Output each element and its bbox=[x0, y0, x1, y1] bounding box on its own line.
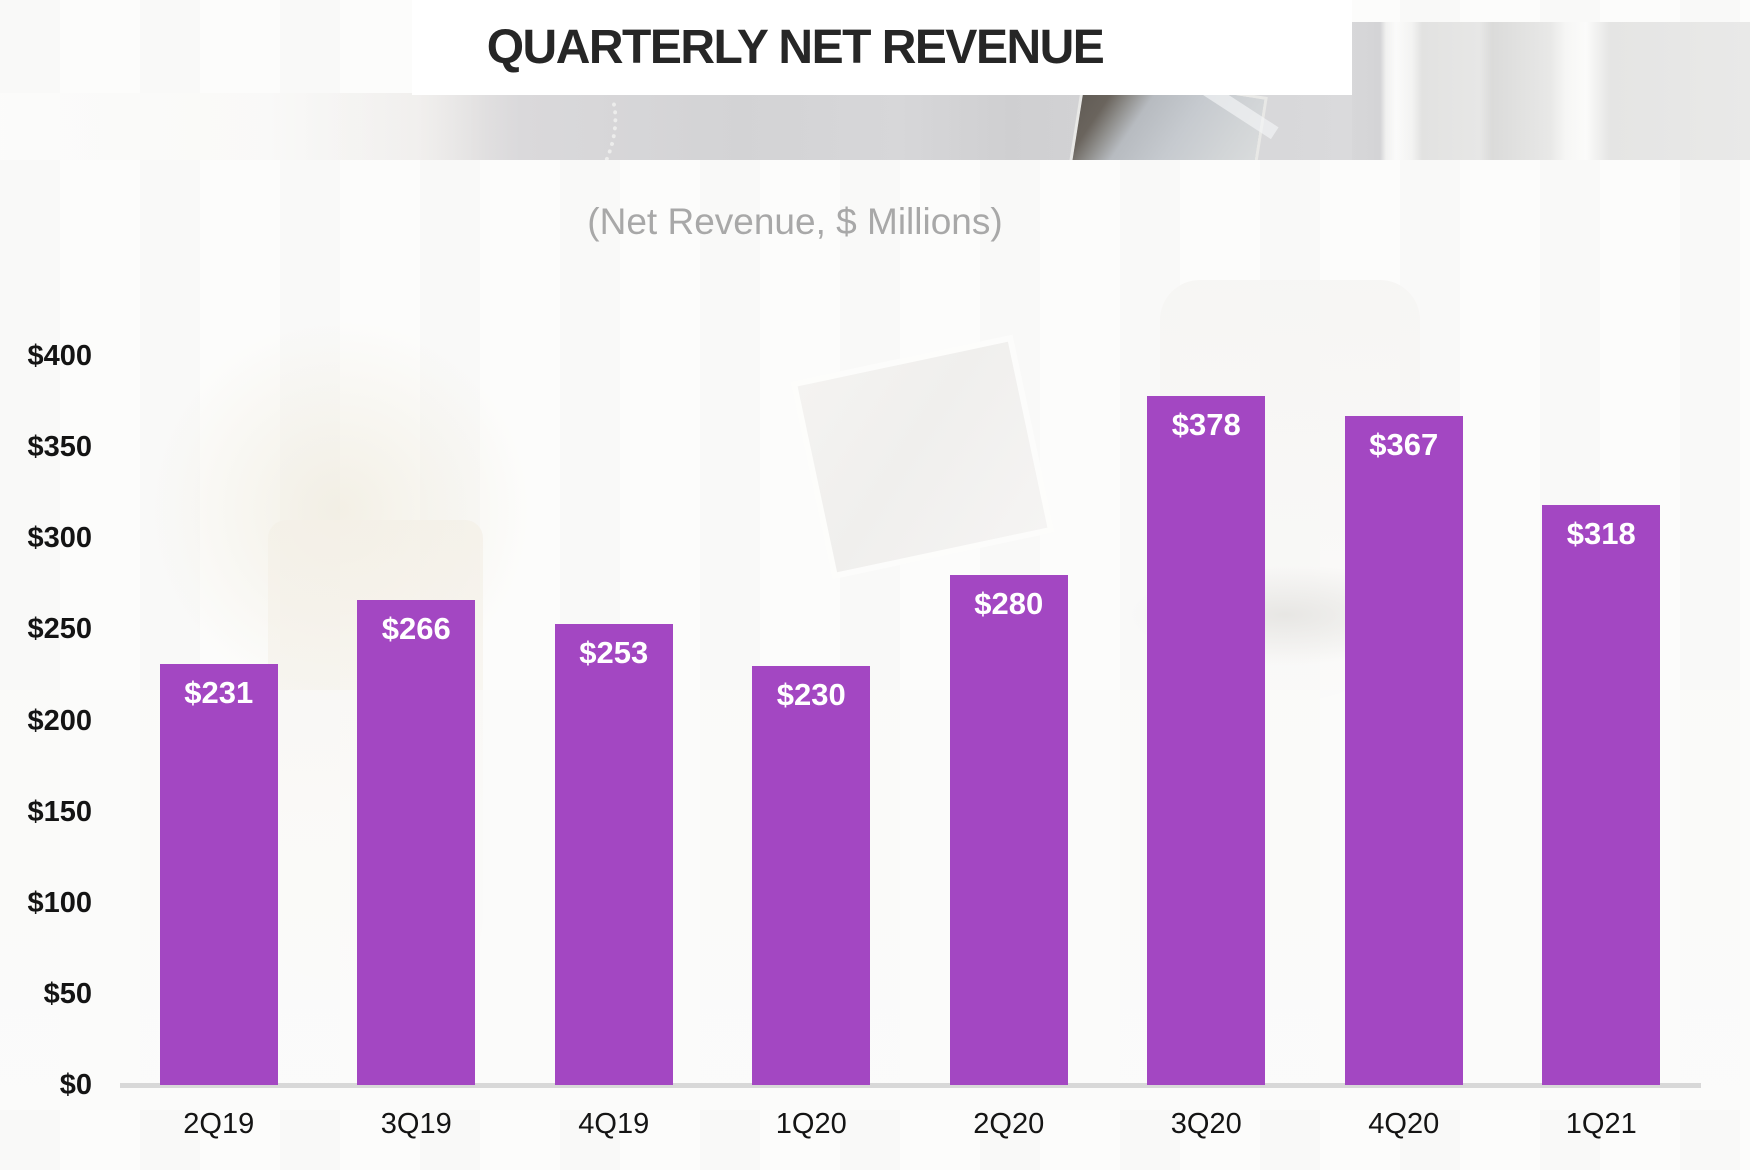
bar-1Q21: $318 bbox=[1542, 505, 1661, 1085]
x-axis-label: 2Q20 bbox=[973, 1108, 1045, 1140]
y-tick-label: $200 bbox=[27, 704, 92, 737]
x-axis-line bbox=[120, 1083, 1701, 1088]
y-tick-label: $100 bbox=[27, 886, 92, 919]
y-tick-label: $150 bbox=[27, 795, 92, 828]
chart-title: QUARTERLY NET REVENUE bbox=[486, 21, 1105, 74]
bar-value-label: $367 bbox=[1369, 427, 1439, 463]
bar-2Q20: $280 bbox=[949, 574, 1068, 1085]
y-tick-label: $300 bbox=[27, 522, 92, 555]
y-tick-label: $250 bbox=[27, 613, 92, 646]
x-axis-label: 3Q19 bbox=[380, 1108, 452, 1140]
bar-4Q20: $367 bbox=[1344, 416, 1463, 1085]
background-door-photo bbox=[1352, 22, 1750, 160]
bar-value-label: $280 bbox=[974, 585, 1044, 621]
bar-1Q20: $230 bbox=[752, 665, 871, 1085]
bar-2Q19: $231 bbox=[159, 664, 278, 1085]
bar-value-label: $253 bbox=[579, 634, 649, 670]
x-axis-label: 4Q19 bbox=[578, 1108, 650, 1140]
x-axis-label: 3Q20 bbox=[1170, 1108, 1242, 1140]
bar-3Q20: $378 bbox=[1147, 396, 1266, 1085]
x-axis-label: 4Q20 bbox=[1368, 1108, 1440, 1140]
y-tick-label: $50 bbox=[43, 977, 92, 1010]
x-axis-label: 2Q19 bbox=[183, 1108, 255, 1140]
bar-3Q19: $266 bbox=[357, 600, 476, 1085]
bar-value-label: $318 bbox=[1566, 516, 1636, 552]
x-axis-label: 1Q20 bbox=[775, 1108, 847, 1140]
bar-value-label: $231 bbox=[184, 675, 254, 710]
y-tick-label: $350 bbox=[27, 431, 92, 464]
y-tick-label: $0 bbox=[59, 1069, 92, 1101]
bar-value-label: $230 bbox=[776, 676, 846, 712]
bar-4Q19: $253 bbox=[554, 623, 673, 1085]
chart-subtitle: (Net Revenue, $ Millions) bbox=[587, 201, 1003, 242]
background-photo-band bbox=[0, 93, 1352, 160]
chart-title-box bbox=[412, 0, 1352, 95]
bar-value-label: $378 bbox=[1171, 407, 1241, 443]
y-tick-label: $400 bbox=[27, 340, 92, 372]
x-axis-label: 1Q21 bbox=[1565, 1108, 1637, 1140]
bar-value-label: $266 bbox=[381, 611, 451, 647]
